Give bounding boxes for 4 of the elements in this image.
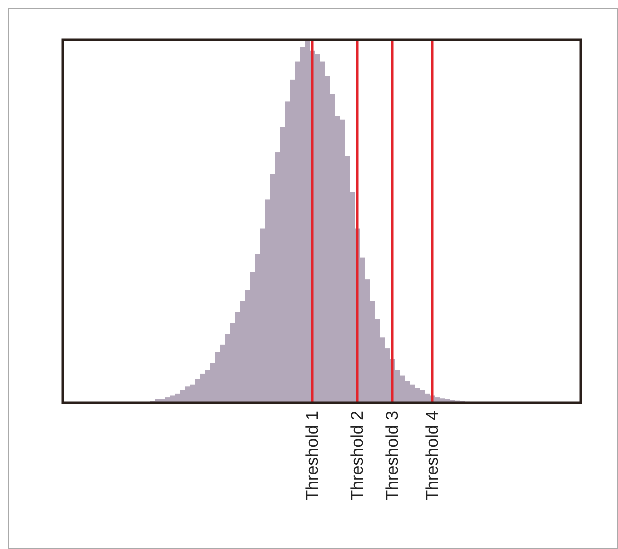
x-tick-label: Threshold 4 xyxy=(423,411,442,501)
x-tick-label: Threshold 3 xyxy=(383,411,402,501)
x-tick-label: Threshold 2 xyxy=(348,411,367,501)
x-tick-label: Threshold 1 xyxy=(303,411,322,501)
